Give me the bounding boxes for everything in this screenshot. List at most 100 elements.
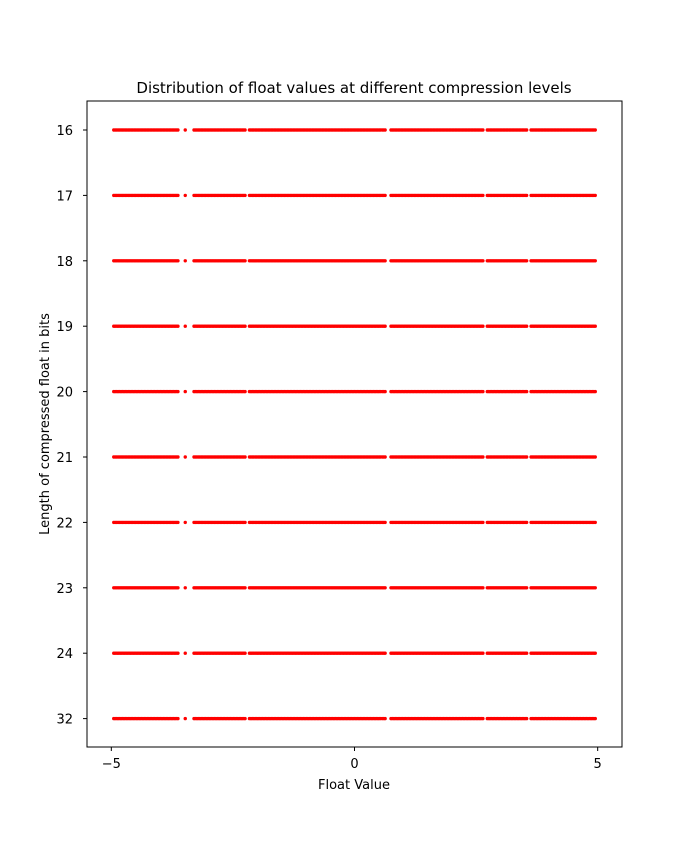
data-point [593,651,597,655]
y-tick-label: 22 [56,516,73,531]
data-point [383,193,387,198]
x-tick-label: −5 [102,757,121,772]
data-point [383,586,387,590]
y-tick-label: 21 [56,451,73,466]
data-point [176,324,180,328]
data-point [524,651,529,655]
data-point [176,259,180,263]
data-point [593,520,597,525]
series-row-16 [112,128,597,132]
series-row-19 [112,324,597,328]
series-row-32 [112,716,597,721]
data-point [593,259,597,263]
data-point [243,324,247,328]
data-point [243,520,247,525]
y-tick-label: 20 [56,386,73,401]
data-point [383,651,387,655]
series-row-20 [112,389,597,394]
x-tick-label: 0 [350,757,358,772]
chart-title: Distribution of float values at differen… [136,79,571,97]
data-point [481,324,485,328]
data-point [481,651,485,655]
y-tick-label: 16 [56,124,73,139]
data-point [593,128,597,132]
data-point [383,716,387,721]
data-point [383,128,387,132]
data-point [176,651,180,655]
data-point [183,389,187,394]
data-point [176,455,180,459]
data-point [481,716,485,721]
series-row-24 [112,651,597,655]
series-row-21 [112,455,597,459]
data-point [243,716,247,721]
data-point [176,389,180,394]
data-point [183,128,187,132]
data-point [383,389,387,394]
data-point [481,389,485,394]
data-point [593,389,597,394]
data-point [176,128,180,132]
data-point [176,586,180,590]
data-point [183,651,187,655]
data-point [183,193,187,198]
data-point [383,520,387,525]
data-point [243,259,247,263]
data-point [183,455,187,459]
data-point [524,455,529,459]
y-tick-label: 32 [56,713,73,728]
data-points-layer [112,128,597,721]
data-point [176,193,180,198]
data-point [383,324,387,328]
data-point [176,716,180,721]
data-point [243,193,247,198]
data-point [243,389,247,394]
data-point [243,128,247,132]
data-point [593,586,597,590]
y-tick-label: 18 [56,255,73,270]
plot-area [86,100,623,748]
data-point [243,586,247,590]
data-point [176,520,180,525]
y-tick-label: 17 [56,189,73,204]
y-tick-label: 19 [56,320,73,335]
data-point [183,259,187,263]
data-point [524,520,529,525]
data-point [481,128,485,132]
data-point [243,455,247,459]
data-point [243,651,247,655]
x-axis-ticks: −5 0 5 [102,747,602,772]
y-tick-label: 23 [56,582,73,597]
data-point [383,259,387,263]
data-point [593,193,597,198]
series-row-18 [112,259,597,263]
x-axis-label: Float Value [318,778,390,793]
series-row-17 [112,193,597,198]
data-point [524,324,529,328]
data-point [593,455,597,459]
data-point [481,193,485,198]
series-row-22 [112,520,597,525]
data-point [524,193,529,198]
data-point [524,259,529,263]
data-point [524,128,529,132]
data-point [183,324,187,328]
data-point [481,455,485,459]
data-point [524,716,529,721]
data-point [524,389,529,394]
data-point [183,520,187,525]
data-point [383,455,387,459]
data-point [593,324,597,328]
y-tick-label: 24 [56,647,73,662]
data-point [481,586,485,590]
data-point [183,716,187,721]
y-axis-label: Length of compressed float in bits [38,313,53,535]
data-point [593,716,597,721]
data-point [183,586,187,590]
data-point [481,520,485,525]
x-tick-label: 5 [594,757,602,772]
data-point [481,259,485,263]
series-row-23 [112,586,597,590]
